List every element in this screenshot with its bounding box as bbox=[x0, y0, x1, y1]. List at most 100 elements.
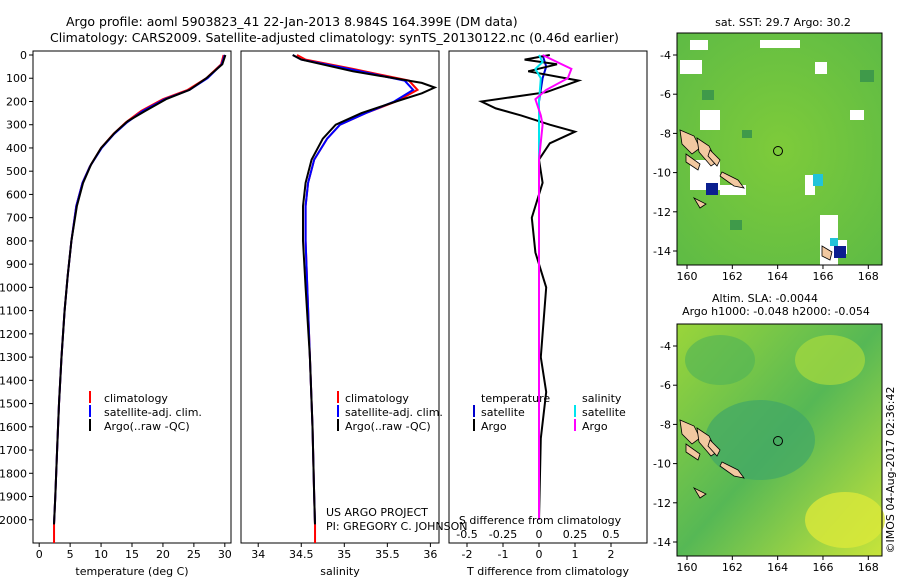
header-line1: Argo profile: aoml 5903823_41 22-Jan-201… bbox=[66, 14, 518, 29]
x-top-tick-label: 0 bbox=[536, 528, 543, 541]
map-x-tick-label: 166 bbox=[812, 270, 833, 283]
sla-low-anomaly bbox=[705, 400, 815, 480]
x-tick-label: 5 bbox=[67, 548, 74, 561]
x-top-tick-label: -0.25 bbox=[489, 528, 517, 541]
sst-nodata-patch bbox=[805, 175, 815, 195]
map-x-tick-label: 164 bbox=[767, 561, 788, 574]
depth-tick-label: 0 bbox=[20, 49, 27, 62]
depth-tick-label: 2000 bbox=[0, 514, 27, 527]
series-line-argo-raw-qc- bbox=[53, 54, 227, 525]
legend-title-temperature: temperature bbox=[481, 392, 550, 405]
legend-label-argo: Argo(..raw -QC) bbox=[345, 420, 431, 433]
map-y-tick-label: -8 bbox=[660, 418, 671, 431]
depth-tick-label: 500 bbox=[6, 165, 27, 178]
island-shape bbox=[679, 129, 701, 155]
x-tick-label: 36 bbox=[423, 548, 437, 561]
depth-tick-label: 1200 bbox=[0, 328, 27, 341]
map-y-tick-label: -10 bbox=[653, 458, 671, 471]
legend-label-climatology: climatology bbox=[345, 392, 409, 405]
sst-map-field bbox=[677, 33, 882, 265]
x-tick-label: 10 bbox=[94, 548, 108, 561]
map-y-tick-label: -12 bbox=[653, 497, 671, 510]
legend-label-t-argo: Argo bbox=[481, 420, 507, 433]
legend-label-satellite: satellite-adj. clim. bbox=[104, 406, 202, 419]
depth-tick-label: 200 bbox=[6, 95, 27, 108]
x-tick-label: -1 bbox=[498, 548, 509, 561]
legend-label-t-satellite: satellite bbox=[481, 406, 525, 419]
legend-title-salinity: salinity bbox=[582, 392, 622, 405]
sla-high-anomaly bbox=[795, 335, 865, 385]
sst-map-axes: 160 162 164 166 168 -4 -6 -8 -10 -12 -14 bbox=[653, 49, 879, 283]
depth-tick-label: 1300 bbox=[0, 351, 27, 364]
sst-anomaly-patch bbox=[830, 238, 838, 246]
sst-cool-patch bbox=[742, 130, 752, 138]
map-y-tick-label: -12 bbox=[653, 206, 671, 219]
island-shape bbox=[719, 461, 745, 479]
profile-series bbox=[53, 54, 583, 543]
x-tick-label: 35.5 bbox=[375, 548, 400, 561]
map-x-tick-label: 162 bbox=[722, 561, 743, 574]
x-tick-label: 0 bbox=[536, 548, 543, 561]
map-y-tick-label: -14 bbox=[653, 536, 671, 549]
series-line-argo-raw-qc- bbox=[292, 54, 438, 525]
x-tick-label: 20 bbox=[156, 548, 170, 561]
sla-map-axes: 160 162 164 166 168 -4 -6 -8 -10 -12 -14 bbox=[653, 340, 879, 574]
sst-map-frame bbox=[676, 32, 883, 266]
salinity-xlabel: salinity bbox=[320, 565, 360, 578]
legend-label-satellite: satellite-adj. clim. bbox=[345, 406, 443, 419]
island-shape bbox=[692, 487, 707, 499]
depth-tick-label: 1700 bbox=[0, 444, 27, 457]
x-tick-label: 1 bbox=[572, 548, 579, 561]
pi-label: PI: GREGORY C. JOHNSON bbox=[326, 520, 467, 533]
imos-stamp: ©IMOS 04-Aug-2017 02:36:42 bbox=[884, 387, 897, 554]
island-shape bbox=[707, 439, 721, 457]
sst-map bbox=[676, 32, 883, 266]
legend-label-argo: Argo(..raw -QC) bbox=[104, 420, 190, 433]
map-x-tick-label: 166 bbox=[812, 561, 833, 574]
sst-nodata-patch bbox=[760, 40, 800, 48]
depth-tick-label: 300 bbox=[6, 119, 27, 132]
sst-anomaly-patch bbox=[813, 174, 823, 186]
x-tick-label: 0 bbox=[36, 548, 43, 561]
argo-position-marker bbox=[773, 146, 783, 156]
sla-map-title2: Argo h1000: -0.048 h2000: -0.054 bbox=[682, 305, 870, 318]
temperature-x-axis: 0 5 10 15 20 25 30 bbox=[36, 543, 232, 561]
map-y-tick-label: -4 bbox=[660, 49, 671, 62]
map-x-tick-label: 164 bbox=[767, 270, 788, 283]
x-tick-label: 25 bbox=[187, 548, 201, 561]
sst-cool-patch bbox=[730, 220, 742, 230]
depth-tick-label: 1600 bbox=[0, 421, 27, 434]
x-top-tick-label: 0.5 bbox=[602, 528, 620, 541]
argo-position-marker bbox=[773, 436, 783, 446]
depth-tick-label: 100 bbox=[6, 72, 27, 85]
depth-tick-label: 1500 bbox=[0, 398, 27, 411]
map-y-tick-label: -6 bbox=[660, 88, 671, 101]
legend-label-s-satellite: satellite bbox=[582, 406, 626, 419]
difference-xlabel-top: S difference from climatology bbox=[459, 514, 622, 527]
series-line-s-satellite bbox=[534, 54, 544, 520]
salinity-x-axis: 34 34.5 35 35.5 36 bbox=[251, 543, 437, 561]
map-x-tick-label: 168 bbox=[858, 561, 879, 574]
depth-tick-label: 1900 bbox=[0, 491, 27, 504]
temperature-xlabel: temperature (deg C) bbox=[75, 565, 188, 578]
map-x-tick-label: 160 bbox=[677, 561, 698, 574]
series-line-satellite-adj-clim- bbox=[292, 54, 415, 525]
sla-map-title1: Altim. SLA: -0.0044 bbox=[712, 292, 818, 305]
project-label: US ARGO PROJECT bbox=[326, 506, 428, 519]
sst-nodata-patch bbox=[815, 62, 827, 74]
depth-tick-label: 1400 bbox=[0, 374, 27, 387]
series-line-t-argo bbox=[477, 54, 583, 520]
sst-patches bbox=[680, 40, 874, 265]
map-x-tick-label: 160 bbox=[677, 270, 698, 283]
island-shape bbox=[692, 197, 707, 209]
sst-nodata-patch bbox=[850, 110, 864, 120]
sst-cool-patch bbox=[860, 70, 874, 82]
map-y-tick-label: -10 bbox=[653, 167, 671, 180]
x-top-tick-label: -0.5 bbox=[456, 528, 477, 541]
depth-tick-label: 400 bbox=[6, 142, 27, 155]
island-shape bbox=[707, 149, 721, 167]
map-y-tick-label: -4 bbox=[660, 340, 671, 353]
x-tick-label: 34 bbox=[251, 548, 265, 561]
x-top-tick-label: 0.25 bbox=[563, 528, 588, 541]
